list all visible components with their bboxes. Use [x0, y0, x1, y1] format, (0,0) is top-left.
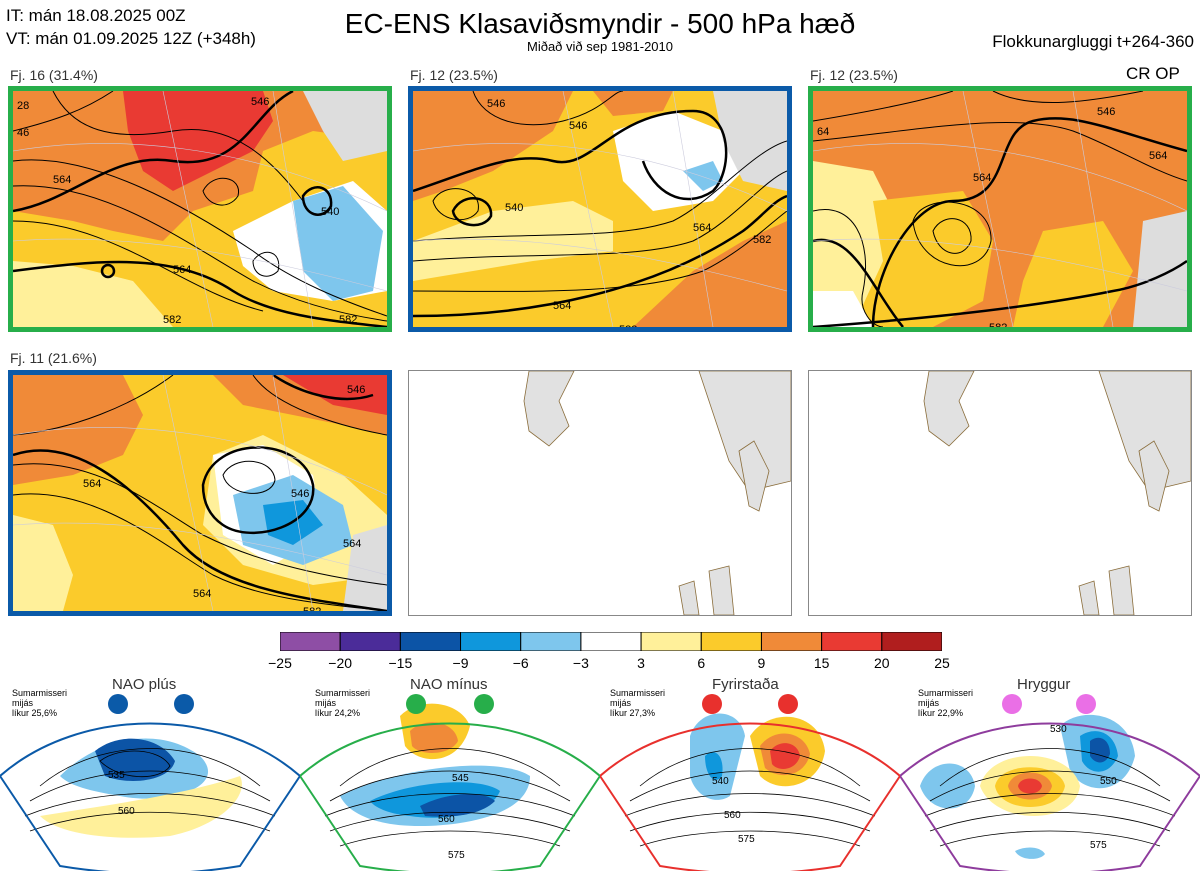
header-timing: IT: mán 18.08.2025 00Z VT: mán 01.09.202…: [6, 4, 256, 50]
colorbar-tick-label: 15: [813, 655, 830, 671]
contour-label: 546: [487, 98, 505, 110]
regime-info: Sumarmisseri mijás líkur 24,2%: [315, 688, 371, 718]
contour-label: 582: [339, 314, 357, 326]
colorbar-segment: [881, 631, 943, 652]
contour-label: 540: [712, 776, 729, 787]
regime-info: Sumarmisseri mijás líkur 27,3%: [610, 688, 666, 718]
contour-label: 564: [553, 300, 571, 312]
regime-nao-minus: NAO mínus Sumarmisseri mijás líkur 24,2% 5…: [300, 676, 600, 871]
contour-label: 564: [693, 222, 711, 234]
cluster-window: Flokkunargluggi t+264-360: [992, 32, 1194, 51]
cluster-map-4[interactable]: 546 564 546 564 564 582: [8, 370, 392, 616]
contour-label: 575: [448, 850, 465, 861]
contour-label: 560: [438, 814, 455, 825]
colorbar: [279, 631, 943, 652]
page-title: EC-ENS Klasaviðsmyndir - 500 hPa hæð: [344, 8, 856, 39]
colorbar-tick-label: 25: [934, 655, 950, 671]
contour-label: 582: [989, 322, 1007, 327]
contour-label: 582: [753, 234, 771, 246]
contour-label: 546: [1097, 106, 1115, 118]
contour-label: 540: [321, 206, 339, 218]
contour-label: 582: [303, 606, 321, 611]
colorbar-segment: [821, 631, 883, 652]
colorbar-tick-label: −25: [268, 655, 292, 671]
contour-label: 28: [17, 100, 29, 112]
contour-label: 575: [1090, 840, 1107, 851]
panel-1-label: Fj. 16 (31.4%): [10, 67, 98, 83]
contour-label: 546: [291, 488, 309, 500]
contour-label: 546: [251, 96, 269, 108]
regime-ridge: Hryggur Sumarmisseri mijás líkur 22,9% 530…: [900, 676, 1200, 871]
panel-2-label: Fj. 12 (23.5%): [410, 67, 498, 83]
colorbar-tick-label: 9: [757, 655, 766, 671]
contour-label: 550: [1100, 776, 1117, 787]
contour-label: 564: [53, 174, 71, 186]
contour-label: 46: [17, 127, 29, 139]
regime-info: Sumarmisseri mijás líkur 25,6%: [12, 688, 68, 718]
colorbar-tick-label: 3: [637, 655, 645, 671]
contour-label: 546: [569, 120, 587, 132]
colorbar-segment: [279, 631, 341, 652]
empty-map-5: [408, 370, 792, 616]
colorbar-tick-label: 20: [874, 655, 890, 671]
empty-map-6: [808, 370, 1192, 616]
panel-3-label: Fj. 12 (23.5%): [810, 67, 898, 83]
colorbar-tick-label: −3: [572, 655, 589, 671]
regime-title: Fyrirstaða: [712, 676, 779, 693]
colorbar-tick-label: −15: [388, 655, 413, 671]
contour-label: 575: [738, 834, 755, 845]
colorbar-segment: [520, 631, 582, 652]
colorbar-tick-label: 6: [697, 655, 706, 671]
regime-title: NAO plús: [112, 676, 177, 693]
regime-title: Hryggur: [1017, 676, 1071, 693]
regime-blocking: Fyrirstaða Sumarmisseri mijás líkur 27,3% …: [600, 676, 900, 871]
contour-label: 545: [452, 773, 469, 784]
issue-time: IT: mán 18.08.2025 00Z: [6, 6, 186, 25]
contour-label: 564: [973, 172, 991, 184]
contour-label: 564: [1149, 150, 1167, 162]
colorbar-tick-label: −6: [512, 655, 529, 671]
contour-label: 564: [343, 538, 361, 550]
contour-label: 560: [118, 806, 135, 817]
contour-label: 530: [1050, 724, 1067, 735]
regime-title: NAO mínus: [410, 676, 488, 693]
contour-label: 560: [724, 810, 741, 821]
colorbar-segment: [640, 631, 702, 652]
page-subtitle: Miðað við sep 1981-2010: [527, 39, 673, 54]
cluster-map-2[interactable]: 546 540 546 564 582 564 582: [408, 86, 792, 332]
contour-label: 582: [619, 324, 637, 327]
valid-time: VT: mán 01.09.2025 12Z (+348h): [6, 29, 256, 48]
colorbar-segment: [580, 631, 642, 652]
colorbar-segment: [460, 631, 522, 652]
regime-nao-plus: NAO plús Sumarmisseri mijás líkur 25,6% 53…: [0, 676, 300, 871]
contour-label: 564: [83, 478, 101, 490]
contour-label: 64: [817, 126, 829, 138]
colorbar-ticks: −25 −20 −15 −9 −6 −3 3 6 9 15 20 25: [0, 655, 1200, 675]
panel-4-label: Fj. 11 (21.6%): [10, 350, 97, 366]
contour-label: 535: [108, 770, 125, 781]
contour-label: 582: [163, 314, 181, 326]
contour-label: 540: [505, 202, 523, 214]
contour-label: 564: [193, 588, 211, 600]
colorbar-segment: [760, 631, 823, 652]
regime-info: Sumarmisseri mijás líkur 22,9%: [918, 688, 974, 718]
cluster-map-1[interactable]: 28 46 564 564 582 546 540 582: [8, 86, 392, 332]
contour-label: 546: [347, 384, 365, 396]
colorbar-segment: [700, 631, 762, 652]
colorbar-tick-label: −20: [328, 655, 353, 671]
cluster-map-3[interactable]: 546 564 564 64 582: [808, 86, 1192, 332]
contour-label: 564: [173, 264, 191, 276]
colorbar-segment: [339, 631, 401, 652]
run-tag: CR OP: [1126, 64, 1180, 83]
colorbar-tick-label: −9: [452, 655, 469, 671]
colorbar-segment: [399, 631, 462, 652]
